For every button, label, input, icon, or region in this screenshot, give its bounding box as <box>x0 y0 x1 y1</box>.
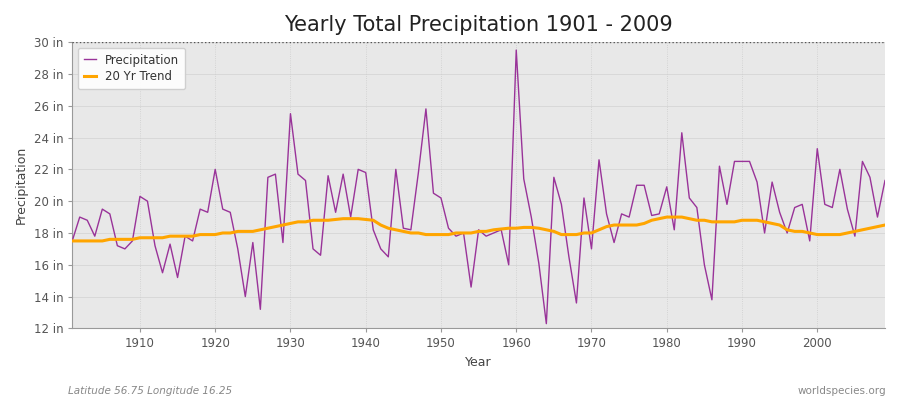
Precipitation <box>503 262 514 267</box>
20 Yr Trend <box>601 224 612 229</box>
Title: Yearly Total Precipitation 1901 - 2009: Yearly Total Precipitation 1901 - 2009 <box>284 15 673 35</box>
20 Yr Trend <box>67 238 77 243</box>
Text: worldspecies.org: worldspecies.org <box>798 386 886 396</box>
20 Yr Trend <box>127 237 138 242</box>
Line: Precipitation: Precipitation <box>72 50 885 324</box>
20 Yr Trend <box>292 220 303 224</box>
20 Yr Trend <box>338 216 348 221</box>
20 Yr Trend <box>662 215 672 220</box>
Precipitation <box>511 48 522 52</box>
20 Yr Trend <box>511 226 522 231</box>
Precipitation <box>879 178 890 183</box>
Y-axis label: Precipitation: Precipitation <box>15 146 28 224</box>
Precipitation <box>338 172 348 176</box>
Legend: Precipitation, 20 Yr Trend: Precipitation, 20 Yr Trend <box>78 48 185 89</box>
Precipitation <box>292 172 303 176</box>
Precipitation <box>616 212 627 216</box>
Precipitation <box>67 238 77 243</box>
Precipitation <box>518 176 529 181</box>
Precipitation <box>127 238 138 243</box>
20 Yr Trend <box>503 226 514 231</box>
20 Yr Trend <box>879 223 890 228</box>
X-axis label: Year: Year <box>465 356 492 369</box>
Text: Latitude 56.75 Longitude 16.25: Latitude 56.75 Longitude 16.25 <box>68 386 231 396</box>
Line: 20 Yr Trend: 20 Yr Trend <box>72 217 885 241</box>
Precipitation <box>541 321 552 326</box>
